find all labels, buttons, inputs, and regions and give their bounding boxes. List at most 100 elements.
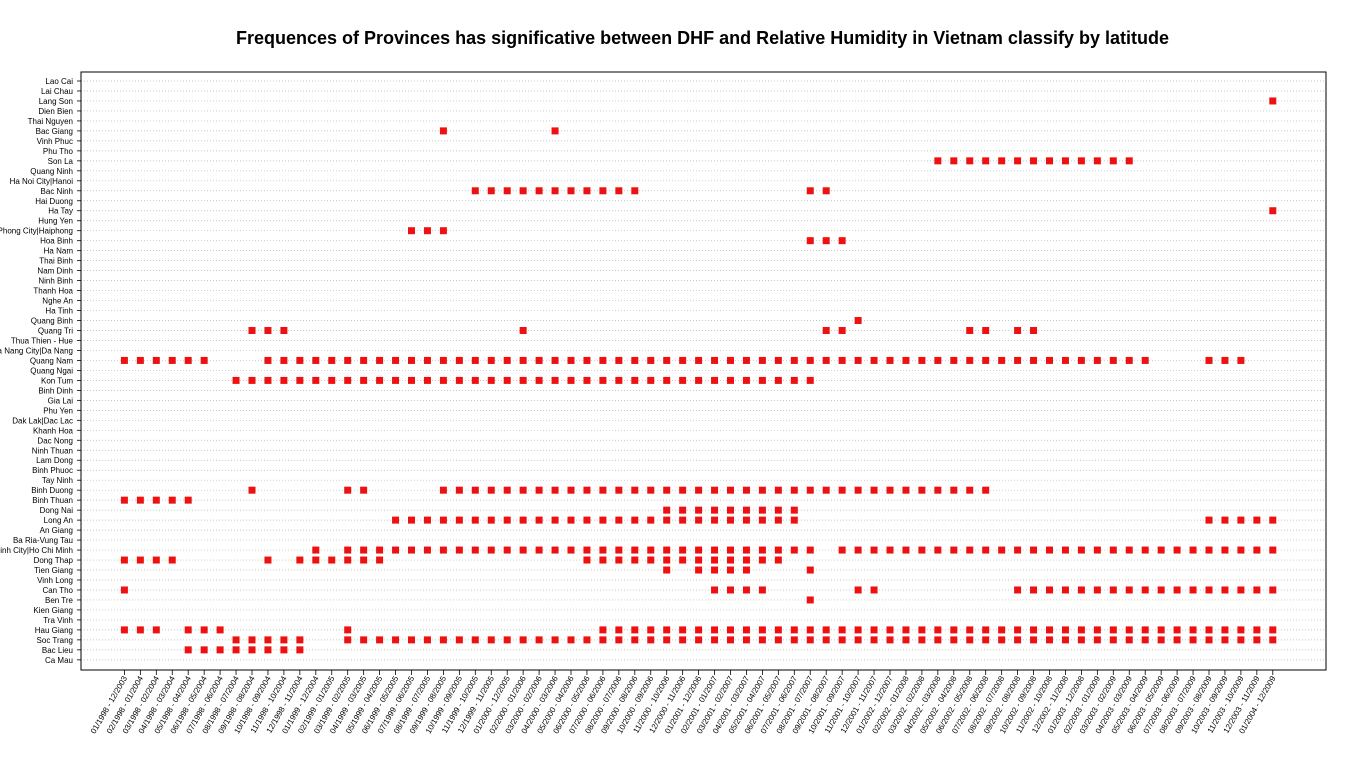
data-point xyxy=(727,556,734,564)
y-tick-label: Ha Noi City|Hanoi xyxy=(10,177,74,186)
data-point xyxy=(1061,356,1069,364)
y-tick-label: Binh Duong xyxy=(31,486,73,495)
data-point xyxy=(647,516,655,524)
data-point xyxy=(136,626,144,634)
data-point xyxy=(966,157,974,165)
data-point xyxy=(758,506,766,514)
data-point xyxy=(583,556,591,564)
data-point xyxy=(567,546,575,554)
data-point xyxy=(854,317,862,325)
data-point xyxy=(487,546,495,554)
data-point xyxy=(1061,586,1069,594)
data-point xyxy=(695,626,703,634)
data-point xyxy=(439,376,447,384)
data-point xyxy=(1173,636,1181,644)
data-point xyxy=(1046,356,1053,364)
data-point xyxy=(742,626,750,634)
data-point xyxy=(727,566,734,574)
data-point xyxy=(998,546,1006,554)
data-point xyxy=(487,636,495,644)
y-tick-label: Kien Giang xyxy=(33,606,73,615)
data-point xyxy=(679,556,687,564)
data-point xyxy=(423,546,431,554)
data-point xyxy=(902,486,910,494)
data-point xyxy=(360,376,368,384)
data-point xyxy=(280,646,288,654)
data-point xyxy=(439,356,447,364)
data-point xyxy=(774,626,782,634)
data-point xyxy=(503,636,511,644)
data-point xyxy=(663,486,671,494)
data-point xyxy=(471,187,479,195)
data-point xyxy=(1125,356,1133,364)
y-tick-label: Lao Cai xyxy=(45,77,73,86)
data-point xyxy=(1221,626,1229,634)
y-tick-label: Da Nang City|Da Nang xyxy=(0,346,73,355)
data-point xyxy=(790,626,798,634)
data-point xyxy=(727,586,734,594)
data-point xyxy=(822,187,830,195)
data-point xyxy=(455,486,463,494)
data-point xyxy=(711,626,719,634)
data-point xyxy=(312,376,320,384)
data-point xyxy=(136,356,144,364)
data-point xyxy=(1093,356,1101,364)
data-point xyxy=(695,566,703,574)
data-point xyxy=(1269,516,1277,524)
data-point xyxy=(950,486,958,494)
y-tick-label: Thai Binh xyxy=(39,257,73,266)
data-point xyxy=(1141,586,1149,594)
data-point xyxy=(711,356,719,364)
data-point xyxy=(487,516,495,524)
data-point xyxy=(280,376,288,384)
data-point xyxy=(870,626,878,634)
y-tick-label: Lam Dong xyxy=(36,456,73,465)
data-point xyxy=(615,546,623,554)
data-point xyxy=(1014,157,1022,165)
data-point xyxy=(615,556,623,564)
data-point xyxy=(950,356,958,364)
data-point xyxy=(567,187,575,195)
data-point xyxy=(1030,626,1038,634)
data-point xyxy=(790,506,798,514)
data-point xyxy=(264,327,272,334)
data-point xyxy=(599,556,607,564)
data-point xyxy=(344,356,352,364)
data-point xyxy=(551,127,559,135)
data-point xyxy=(1077,626,1085,634)
data-point xyxy=(982,327,990,334)
data-point xyxy=(1077,546,1085,554)
y-tick-label: Ho Chi Minh City|Ho Chi Minh xyxy=(0,546,73,555)
data-point xyxy=(631,556,639,564)
data-point xyxy=(742,546,750,554)
data-point xyxy=(503,486,511,494)
data-point xyxy=(408,376,415,384)
data-point xyxy=(1141,546,1149,554)
data-point xyxy=(1093,546,1101,554)
data-point xyxy=(344,556,352,564)
data-point xyxy=(806,486,814,494)
data-point xyxy=(535,516,543,524)
data-point xyxy=(487,376,495,384)
y-tick-label: Tien Giang xyxy=(34,566,73,575)
data-point xyxy=(1014,546,1022,554)
data-point xyxy=(663,626,671,634)
data-point xyxy=(599,376,607,384)
data-point xyxy=(854,486,862,494)
data-point xyxy=(439,486,447,494)
data-point xyxy=(1141,636,1149,644)
data-point xyxy=(822,636,830,644)
data-point xyxy=(1205,516,1213,524)
data-point xyxy=(998,356,1006,364)
data-point xyxy=(120,556,128,564)
data-point xyxy=(583,376,591,384)
data-point xyxy=(1061,626,1069,634)
data-point xyxy=(232,646,240,654)
y-tick-label: Thai Nguyen xyxy=(28,117,73,126)
data-point xyxy=(1109,626,1117,634)
y-tick-label: Ca Mau xyxy=(45,656,73,665)
data-point xyxy=(934,636,942,644)
data-point xyxy=(822,626,830,634)
data-point xyxy=(758,376,766,384)
y-tick-label: Dong Thap xyxy=(34,556,74,565)
